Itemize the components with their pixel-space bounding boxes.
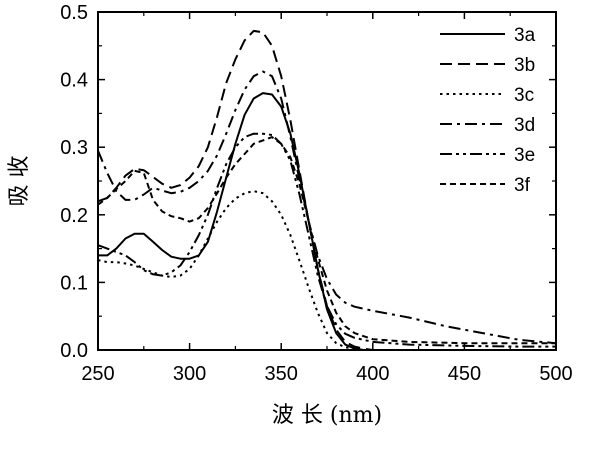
y-tick-label: 0.4 [60, 70, 88, 92]
y-tick-label: 0.3 [60, 137, 88, 159]
axis-ticks [97, 11, 557, 351]
y-axis-title: 吸 收 [7, 156, 32, 207]
plot-frame [97, 11, 557, 351]
series-line-3b [97, 29, 556, 351]
series-line-3d [97, 70, 557, 345]
legend-label-3b: 3b [514, 55, 535, 76]
x-tick-label: 300 [173, 363, 206, 385]
series-line-3c [97, 190, 556, 351]
tick-labels: 250 300 350 400 450 500 0.0 0.1 0.2 0.3 0.4 0.5 [60, 2, 573, 385]
legend-label-3e: 3e [514, 145, 535, 166]
x-axis-title: 波 长 (nm) [272, 403, 382, 428]
y-tick-label: 0.2 [60, 205, 88, 227]
legend: 3a 3b 3c 3d 3e 3f [440, 25, 536, 196]
x-tick-label: 350 [265, 363, 298, 385]
y-tick-label: 0.1 [60, 272, 88, 294]
x-tick-label: 250 [81, 363, 114, 385]
series-lines [97, 29, 557, 351]
y-tick-label: 0.5 [60, 2, 88, 24]
x-tick-label: 500 [539, 363, 572, 385]
series-line-3f [97, 136, 556, 345]
legend-label-3c: 3c [514, 85, 534, 106]
series-line-3a [98, 92, 556, 351]
legend-label-3f: 3f [514, 175, 531, 196]
x-tick-label: 400 [356, 363, 389, 385]
x-tick-label: 450 [448, 363, 481, 385]
series-line-3e [97, 132, 556, 348]
legend-label-3a: 3a [514, 25, 536, 46]
legend-label-3d: 3d [514, 115, 535, 136]
y-tick-label: 0.0 [60, 340, 88, 362]
